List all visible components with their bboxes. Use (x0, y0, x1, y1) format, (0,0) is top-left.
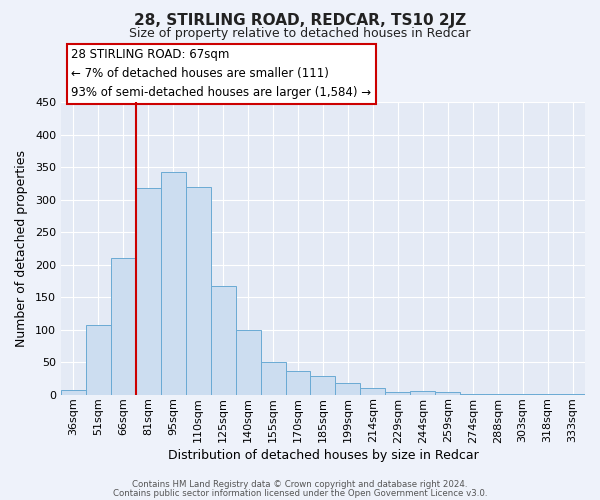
Text: 28, STIRLING ROAD, REDCAR, TS10 2JZ: 28, STIRLING ROAD, REDCAR, TS10 2JZ (134, 12, 466, 28)
Text: Contains public sector information licensed under the Open Government Licence v3: Contains public sector information licen… (113, 489, 487, 498)
Bar (410, 391, 435, 394)
Bar (286, 372, 310, 394)
Bar (161, 172, 186, 394)
Bar (260, 362, 286, 394)
Text: Size of property relative to detached houses in Redcar: Size of property relative to detached ho… (129, 28, 471, 40)
Bar (211, 286, 236, 395)
Text: 28 STIRLING ROAD: 67sqm
← 7% of detached houses are smaller (111)
93% of semi-de: 28 STIRLING ROAD: 67sqm ← 7% of detached… (71, 48, 371, 100)
Bar (385, 392, 410, 394)
Bar (310, 376, 335, 394)
Bar (136, 188, 161, 394)
Bar (236, 330, 260, 394)
Bar (335, 383, 361, 394)
X-axis label: Distribution of detached houses by size in Redcar: Distribution of detached houses by size … (167, 450, 478, 462)
Y-axis label: Number of detached properties: Number of detached properties (15, 150, 28, 347)
Bar (186, 187, 211, 394)
Bar (61, 390, 86, 394)
Text: Contains HM Land Registry data © Crown copyright and database right 2024.: Contains HM Land Registry data © Crown c… (132, 480, 468, 489)
Bar (111, 258, 136, 394)
Bar (435, 392, 460, 394)
Bar (361, 388, 385, 394)
Bar (86, 325, 111, 394)
